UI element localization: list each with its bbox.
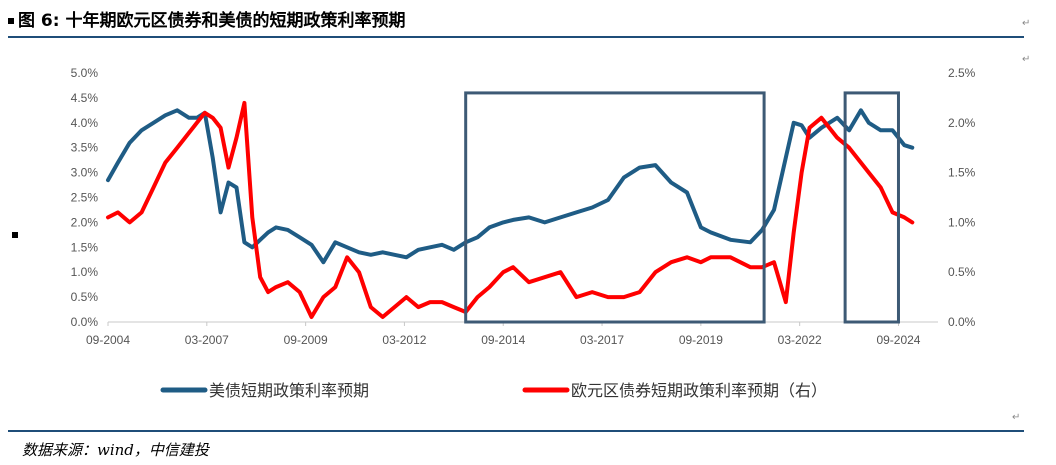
paragraph-mark-icon: ↵	[1022, 54, 1031, 65]
highlight-box	[843, 91, 900, 324]
y-right-tick-label: 0.0%	[948, 315, 976, 329]
x-tick-label: 09-2009	[284, 333, 328, 347]
y-left-tick-label: 2.0%	[71, 215, 99, 229]
y-right-tick-label: 2.5%	[948, 66, 976, 80]
x-tick-label: 03-2012	[382, 333, 426, 347]
y-left-tick-label: 1.0%	[71, 265, 99, 279]
paragraph-mark-icon: ↵	[1022, 18, 1031, 29]
y-right-tick-label: 1.5%	[948, 166, 976, 180]
y-right-tick-label: 0.5%	[948, 265, 976, 279]
x-tick-label: 09-2014	[481, 333, 525, 347]
y-right-tick-label: 1.0%	[948, 215, 976, 229]
x-tick-label: 09-2024	[876, 333, 920, 347]
figure-title: 图 6: 十年期欧元区债券和美债的短期政策利率预期	[8, 6, 405, 31]
x-tick-label: 09-2019	[679, 333, 723, 347]
y-left-tick-label: 0.0%	[71, 315, 99, 329]
y-left-tick-label: 4.0%	[71, 116, 99, 130]
bullet-icon	[8, 18, 14, 24]
y-left-tick-label: 3.0%	[71, 166, 99, 180]
x-tick-label: 03-2022	[778, 333, 822, 347]
paragraph-mark-icon: ↵	[1012, 412, 1021, 423]
top-divider	[8, 36, 1024, 38]
y-left-tick-label: 5.0%	[71, 66, 99, 80]
y-left-tick-label: 2.5%	[71, 191, 99, 205]
legend-label: 欧元区债券短期政策利率预期（右）	[571, 381, 827, 400]
legend-label: 美债短期政策利率预期	[209, 381, 369, 400]
x-tick-label: 09-2004	[86, 333, 130, 347]
x-tick-label: 03-2007	[185, 333, 229, 347]
highlight-box	[464, 91, 766, 324]
y-left-tick-label: 0.5%	[71, 290, 99, 304]
figure-title-text: 图 6: 十年期欧元区债券和美债的短期政策利率预期	[18, 11, 406, 31]
y-left-tick-label: 4.5%	[71, 91, 99, 105]
y-left-tick-label: 1.5%	[71, 240, 99, 254]
y-right-tick-label: 2.0%	[948, 116, 976, 130]
bullet-icon	[12, 232, 18, 238]
bottom-divider	[8, 430, 1024, 432]
y-left-tick-label: 3.5%	[71, 141, 99, 155]
x-tick-label: 03-2017	[580, 333, 624, 347]
data-source: 数据来源：wind，中信建投	[22, 441, 209, 459]
